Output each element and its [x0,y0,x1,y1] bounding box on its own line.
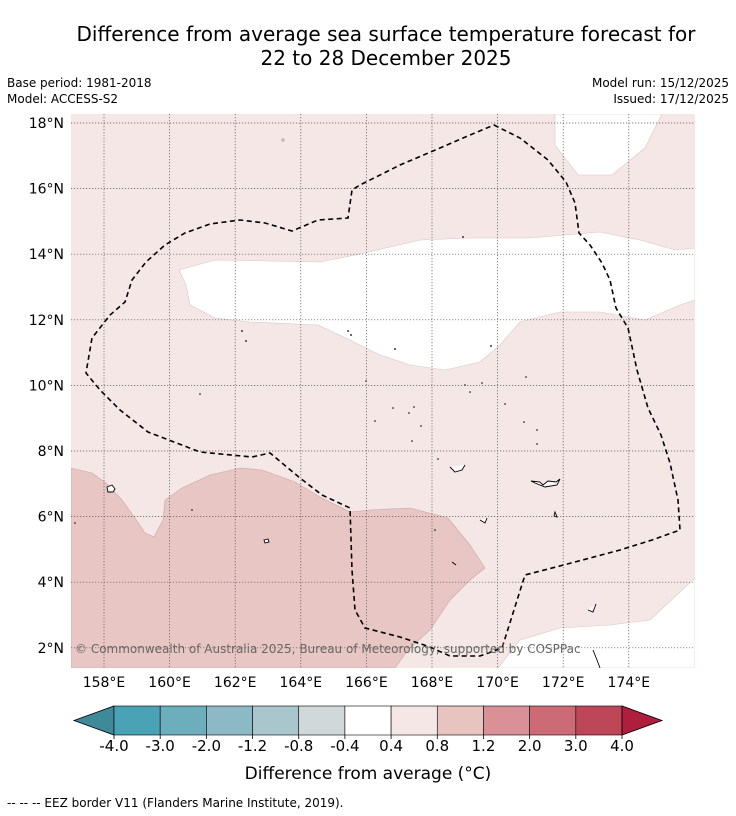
island [553,510,558,518]
colorbar-tick-label: -4.0 [99,737,128,755]
colorbar-tick-label: -0.4 [330,737,359,755]
neutral-region-central [178,231,695,371]
lon-tick-label: 172°E [542,675,585,691]
colorbar-tick-label: -1.2 [238,737,267,755]
lon-tick-label: 160°E [148,675,191,691]
colorbar-under-arrow [72,705,115,736]
colorbar-tick-label: 0.4 [379,737,403,755]
neutral-region-north [554,114,663,176]
meta-left: Base period: 1981-2018 Model: ACCESS-S2 [7,75,152,107]
colorbar-tick-label: -0.8 [284,737,313,755]
model-run: Model run: 15/12/2025 [591,76,729,90]
colorbar-swatch [483,705,530,736]
island [451,561,457,566]
copyright-text: © Commonwealth of Australia 2025, Bureau… [75,642,581,656]
lon-tick-labels: 158°E 160°E 162°E 164°E 166°E 168°E 170°E 172°E… [83,675,650,691]
island-dots [74,138,538,531]
model-name: Model: ACCESS-S2 [7,92,119,106]
island [592,649,601,668]
colorbar-tick-label: 1.2 [472,737,496,755]
island [587,603,597,613]
lat-tick-label: 6°N [38,510,64,526]
eez-legend-text: -- -- -- EEZ border V11 (Flanders Marine… [7,796,344,810]
colorbar-tick-label: 0.8 [425,737,449,755]
colorbar-swatch [298,705,346,736]
colorbar-label: Difference from average (°C) [244,764,492,784]
island [530,478,561,488]
colorbar-swatch [252,705,300,736]
lat-tick-label: 8°N [38,444,64,460]
title-line-1: Difference from average sea surface temp… [76,22,696,46]
colorbar-over-arrow [621,705,664,736]
colorbar-swatch [390,705,438,736]
lat-tick-label: 14°N [29,247,64,263]
colorbar-tick-label: 3.0 [564,737,588,755]
chart-title: Difference from average sea surface temp… [40,22,732,70]
colorbar-swatch [159,705,207,736]
lon-tick-label: 170°E [476,675,519,691]
island [106,484,116,493]
island [479,517,488,524]
lat-tick-label: 10°N [29,378,64,394]
island [449,464,466,473]
colorbar-swatch [436,705,484,736]
lat-tick-labels: 18°N 16°N 14°N 12°N 10°N 8°N 6°N 4°N 2°N [29,116,64,657]
lat-tick-label: 2°N [38,641,64,657]
island [263,538,270,544]
lon-tick-label: 166°E [345,675,388,691]
colorbar-tick-label: 2.0 [518,737,542,755]
lon-tick-label: 158°E [83,675,126,691]
meta-right: Model run: 15/12/2025 Issued: 17/12/2025 [592,75,729,107]
gridlines [71,114,695,668]
lon-tick-label: 162°E [214,675,257,691]
base-period: Base period: 1981-2018 [7,76,152,90]
colorbar-swatch [113,705,161,736]
lon-tick-label: 168°E [411,675,454,691]
title-line-2: 22 to 28 December 2025 [260,46,512,70]
colorbar-swatch [344,705,392,736]
colorbar-tick-label: -3.0 [146,737,175,755]
lat-tick-label: 18°N [29,116,64,132]
lon-tick-label: 164°E [280,675,323,691]
map-area: © Commonwealth of Australia 2025, Bureau… [71,114,695,668]
lat-tick-label: 4°N [38,575,64,591]
colorbar: -4.0 -3.0 -2.0 -1.2 -0.8 -0.4 0.4 0.8 1.2 2.0 3.0 4… [72,705,664,755]
eez-border [85,124,681,657]
colorbar-tick-label: -2.0 [192,737,221,755]
lat-tick-label: 16°N [29,182,64,198]
issued-date: Issued: 17/12/2025 [613,92,729,106]
colorbar-tick-label: 4.0 [610,737,634,755]
colorbar-swatch [575,705,623,736]
colorbar-swatch [206,705,253,736]
neutral-region-south [497,577,695,668]
colorbar-swatch [529,705,577,736]
lat-tick-label: 12°N [29,313,64,329]
anomaly-band-0.8-1.2 [71,467,486,668]
islands [106,464,601,668]
lon-tick-label: 174°E [608,675,651,691]
